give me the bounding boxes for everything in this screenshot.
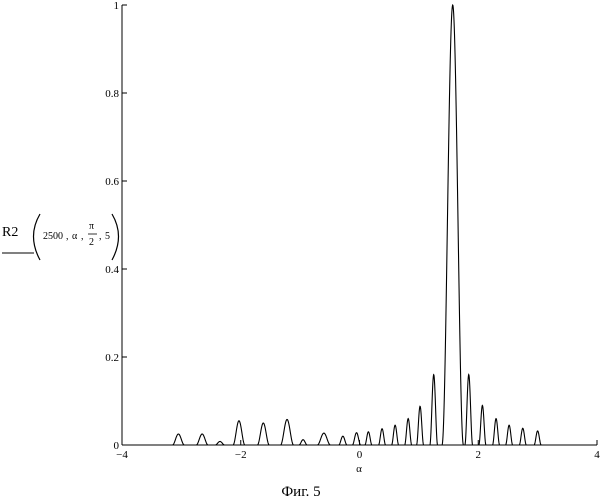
- x-axis-label: α: [356, 463, 362, 475]
- x-ticks: −4−2024: [116, 440, 600, 461]
- ylabel-right-paren: [112, 214, 119, 260]
- y-ticks: 0 0.2 0.4 0.6 0.8 1: [105, 0, 127, 452]
- x-tick-label: 0: [357, 449, 363, 461]
- ylabel-arg4: 5: [105, 231, 110, 242]
- ylabel-left-paren: [34, 214, 41, 260]
- x-tick-label: 4: [594, 449, 600, 461]
- y-tick-label: 0.6: [105, 176, 119, 188]
- ylabel-pi: π: [89, 221, 94, 232]
- x-tick-label: 2: [476, 449, 482, 461]
- ylabel-sep-3: ,: [99, 231, 102, 242]
- y-tick-label: 0: [114, 440, 120, 452]
- series-line: [170, 5, 545, 445]
- y-tick-label: 0.2: [105, 352, 119, 364]
- ylabel-sep-1: ,: [66, 231, 69, 242]
- y-tick-label: 0.4: [105, 264, 119, 276]
- y-axis-label: R2 2500 , α , π 2 , 5: [2, 214, 119, 260]
- y-tick-label: 0.8: [105, 88, 119, 100]
- ylabel-arg1: 2500: [43, 231, 63, 242]
- ylabel-sep-2: ,: [81, 231, 84, 242]
- ylabel-den: 2: [89, 237, 94, 248]
- x-tick-label: −2: [235, 449, 247, 461]
- ylabel-func: R2: [2, 225, 18, 240]
- ylabel-arg2: α: [72, 231, 78, 242]
- y-tick-label: 1: [114, 0, 120, 12]
- figure-caption: Фиг. 5: [281, 484, 320, 500]
